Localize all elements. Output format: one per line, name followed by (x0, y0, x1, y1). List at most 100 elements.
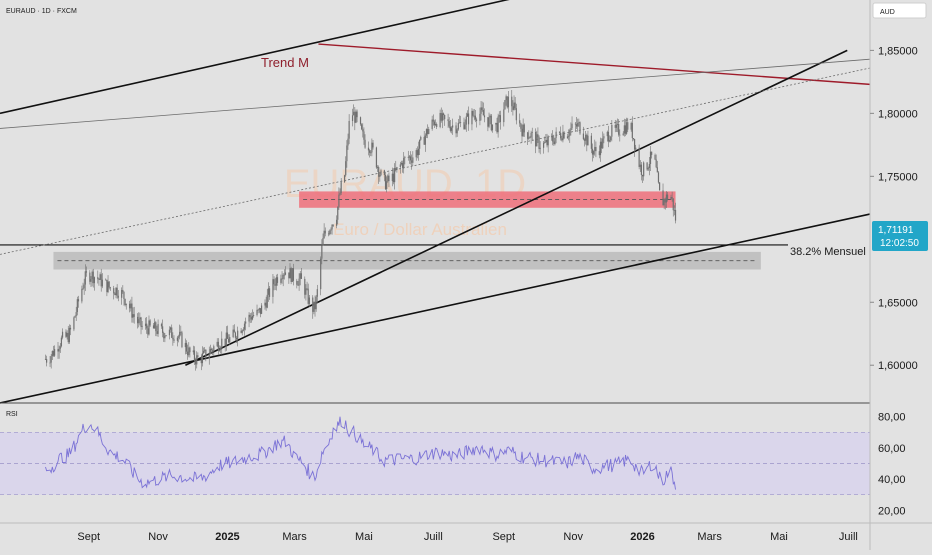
time-tick-label: Nov (563, 531, 583, 543)
candle-body (633, 139, 636, 150)
candle-body (585, 134, 587, 141)
candle-body (305, 288, 307, 295)
rsi-tick-label: 80,00 (878, 412, 906, 424)
rsi-tick-label: 60,00 (878, 443, 906, 455)
currency-button-label[interactable]: AUD (880, 9, 895, 16)
candle-body (638, 147, 640, 167)
candle-body (431, 119, 433, 129)
candle-body (403, 157, 405, 168)
candle-body (364, 139, 366, 148)
candle-body (213, 346, 215, 352)
candle-body (355, 111, 357, 123)
candle-body (570, 128, 572, 131)
candle-body (165, 335, 167, 337)
currency-button[interactable]: AUD (872, 2, 927, 19)
candle-body (522, 124, 524, 137)
candle-body (220, 348, 222, 351)
price-axis[interactable]: 1,60000 1,65000 1,75000 1,80000 1,85000 (870, 45, 918, 372)
candle-body (100, 274, 102, 287)
candle-body (369, 150, 371, 153)
candle-body (659, 182, 661, 191)
time-axis[interactable]: Sept Nov 2025 Mars Mai Juill Sept Nov 2026 Mars Ma… (77, 531, 857, 543)
candle-body (351, 115, 354, 121)
candle-body (75, 312, 77, 317)
candle-body (313, 301, 315, 312)
candle-body (331, 224, 333, 230)
candle-body (544, 142, 546, 143)
candle-body (379, 174, 381, 177)
candle-body (423, 136, 425, 145)
symbol-header[interactable]: EURAUD · 1D · FXCM (6, 8, 77, 15)
candle-body (284, 272, 287, 275)
trend-m-label: Trend M (261, 55, 309, 70)
candle-body (479, 113, 481, 121)
candle-body (579, 122, 581, 134)
candle-body (117, 295, 119, 298)
candle-body (481, 107, 483, 111)
candle-body (68, 327, 70, 343)
candle-body (354, 111, 356, 123)
candle-body (441, 113, 443, 121)
candle-body (197, 355, 199, 358)
candle-body (384, 174, 387, 190)
candle-body (583, 139, 586, 141)
candle-body (424, 135, 426, 145)
candle-body (315, 296, 317, 310)
candle-body (93, 277, 95, 284)
candle-body (92, 271, 94, 284)
candle-body (107, 281, 109, 293)
candle-body (662, 190, 664, 206)
candle-body (297, 284, 299, 286)
candle-body (356, 111, 358, 118)
candle-body (115, 287, 117, 296)
candle-body (568, 135, 570, 137)
trend-m-line (318, 43, 871, 86)
candle-body (614, 124, 616, 128)
candle-body (571, 123, 573, 129)
candle-body (362, 129, 364, 132)
candle-body (280, 278, 282, 283)
candle-body (475, 119, 478, 121)
candle-body (440, 112, 442, 121)
rsi-layer (0, 416, 870, 496)
candle-body (543, 142, 545, 148)
rsi-axis[interactable]: 20,00 40,00 60,00 80,00 (878, 412, 906, 518)
currency-button-frame[interactable] (872, 2, 927, 19)
candle-body (665, 194, 668, 203)
candle-body (59, 346, 61, 349)
candle-body (473, 115, 475, 117)
time-tick-label: Juill (839, 531, 858, 543)
support-zone (53, 251, 761, 270)
time-tick-label: 2025 (215, 531, 239, 543)
candle-body (273, 279, 275, 285)
candle-body (237, 330, 239, 340)
candle-body (99, 274, 101, 280)
rsi-label[interactable]: RSI (6, 411, 18, 418)
candle-body (265, 302, 267, 308)
candle-body (129, 303, 131, 309)
candle-body (467, 113, 470, 125)
candle-body (433, 121, 436, 126)
candle-body (281, 278, 283, 280)
candle-body (347, 138, 349, 146)
candle-body (619, 134, 621, 136)
candle-body (547, 136, 549, 146)
candle-body (66, 332, 68, 337)
candle-body (482, 110, 484, 116)
candle-body (137, 316, 139, 324)
candle-body (109, 287, 111, 289)
candle-body (466, 113, 469, 117)
candle-body (353, 111, 355, 116)
candle-body (308, 297, 310, 304)
candle-body (267, 288, 269, 295)
candle-body (554, 137, 556, 145)
candle-body (260, 305, 263, 314)
candle-body (296, 280, 298, 285)
candle-body (89, 272, 91, 282)
candle-body (616, 124, 619, 125)
candle-body (607, 131, 610, 142)
candle-body (251, 315, 254, 320)
candle-body (490, 115, 492, 131)
candle-body (372, 142, 374, 148)
